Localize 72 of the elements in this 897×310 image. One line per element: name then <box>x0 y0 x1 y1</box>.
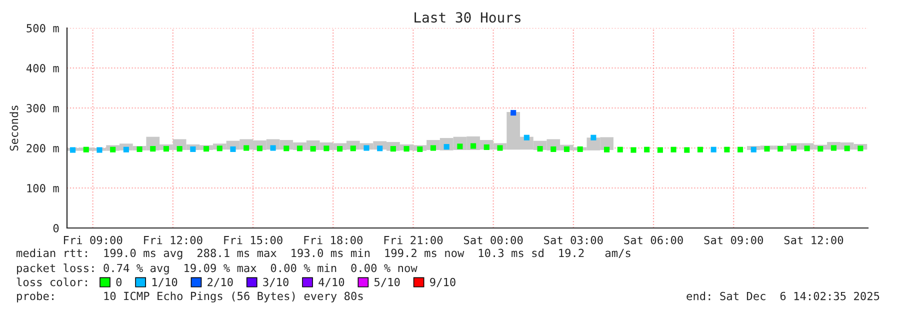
x-tick-label: Fri 12:00 <box>144 236 202 244</box>
point <box>818 146 824 152</box>
point <box>564 146 570 152</box>
x-tick-label: Fri 09:00 <box>64 236 122 244</box>
point <box>577 146 583 152</box>
text: median rtt: 199.0 ms avg 288.1 ms max 193.0 ms min 199.2 ms now 10.3 ms sd 19.2 am/s <box>16 248 630 260</box>
point <box>858 146 864 152</box>
legend-label: 2/10 <box>208 278 233 288</box>
point <box>630 147 636 153</box>
point <box>284 146 290 152</box>
point <box>310 146 316 152</box>
text: end: Sat Dec 6 14:02:35 2025 <box>686 292 880 300</box>
point <box>764 146 770 152</box>
point <box>710 146 716 152</box>
point <box>150 146 156 152</box>
point <box>524 134 530 140</box>
point <box>550 146 556 152</box>
x-tick-label: Sat 06:00 <box>624 236 683 244</box>
point <box>590 134 596 140</box>
point <box>270 145 276 151</box>
point <box>750 146 756 152</box>
point <box>617 146 623 152</box>
y-tick-label: 200 m <box>26 144 59 152</box>
point <box>644 146 650 152</box>
point <box>163 146 170 152</box>
point <box>96 147 102 153</box>
x-tick-label: Sat 00:00 <box>464 236 523 244</box>
legend-label: 1/10 <box>152 278 178 288</box>
legend-title: loss color: <box>16 278 87 286</box>
point <box>244 145 250 151</box>
point <box>70 147 76 153</box>
point <box>190 146 196 152</box>
legend-label: 4/10 <box>318 278 344 288</box>
legend-label: 0 <box>116 278 122 286</box>
y-tick-label: 400 m <box>26 64 59 72</box>
legend-label: 3/10 <box>263 278 288 288</box>
point <box>697 146 704 152</box>
point <box>657 147 663 153</box>
point <box>350 146 356 152</box>
y-tick-label: 500 m <box>26 24 59 32</box>
point <box>136 146 142 152</box>
text: probe: 10 ICMP Echo Pings (56 Bytes) every 80s <box>17 292 363 302</box>
point <box>457 144 463 150</box>
point <box>230 146 236 152</box>
chart-title: Last 30 Hours <box>414 12 520 23</box>
x-tick-label: Fri 18:00 <box>304 236 362 244</box>
x-tick-label: Fri 15:00 <box>224 236 282 244</box>
point <box>670 146 676 152</box>
point <box>738 146 744 152</box>
point <box>778 146 784 152</box>
x-tick-label: Fri 21:00 <box>384 236 443 244</box>
point <box>204 146 210 152</box>
point <box>724 146 730 152</box>
point <box>110 146 116 152</box>
x-tick-label: Sat 12:00 <box>784 236 844 244</box>
y-axis-title: Seconds <box>10 106 18 151</box>
legend-label: 5/10 <box>374 278 400 288</box>
point <box>176 146 182 152</box>
x-tick-label: Sat 03:00 <box>544 236 603 244</box>
point <box>510 110 516 116</box>
point <box>684 147 690 153</box>
text: packet loss: 0.74 % avg 19.09 % max 0.00 % min 0.00 % now <box>17 264 418 274</box>
point <box>83 146 89 152</box>
y-tick-label: 100 m <box>27 184 59 192</box>
legend-label: 9/10 <box>430 278 456 288</box>
point <box>256 146 262 152</box>
y-tick-label: 300 m <box>26 104 59 112</box>
point <box>537 146 543 152</box>
x-tick-label: Sat 09:00 <box>704 236 763 244</box>
point <box>417 146 423 152</box>
point <box>604 146 610 152</box>
y-tick-label: 0 <box>53 224 59 232</box>
